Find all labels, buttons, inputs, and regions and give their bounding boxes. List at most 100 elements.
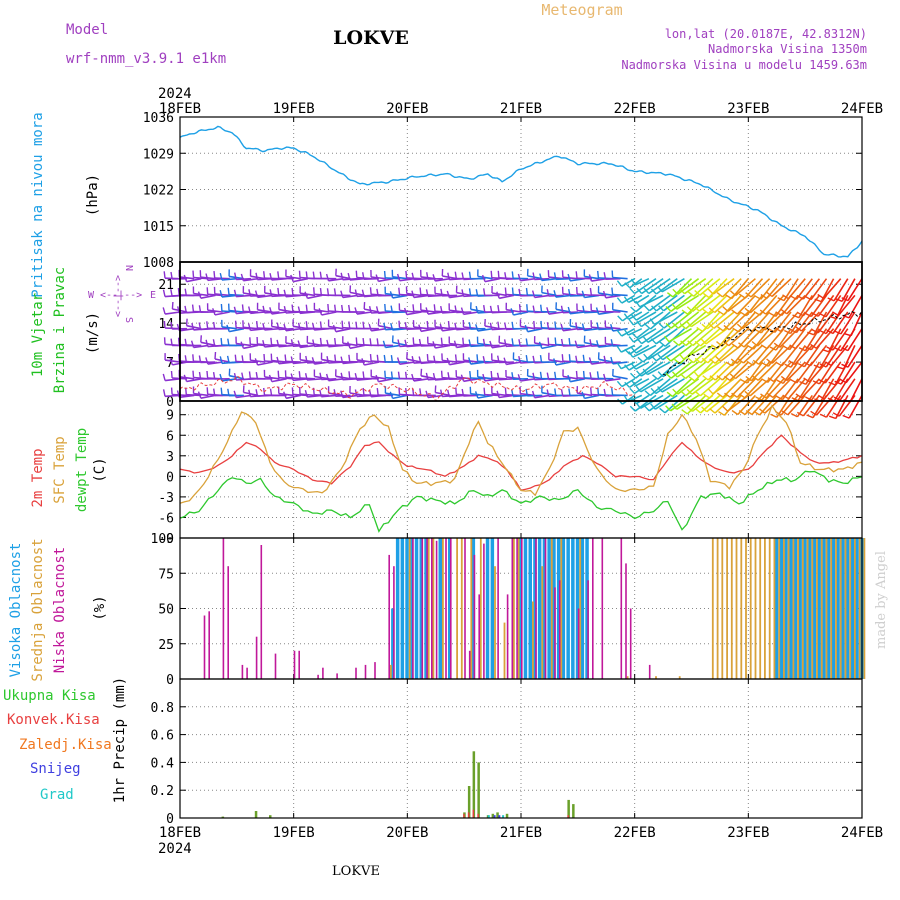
wind-barb bbox=[742, 344, 764, 364]
wind-barb bbox=[392, 311, 408, 314]
wind-barb-flag bbox=[589, 287, 592, 296]
wind-barb-flag bbox=[262, 340, 266, 348]
wind-barb-flag bbox=[304, 291, 309, 299]
mid-cloud-bar bbox=[773, 538, 776, 679]
wind-barb-flag bbox=[596, 371, 600, 379]
wind-barb-flag bbox=[603, 272, 607, 280]
wind-barb-flag bbox=[652, 374, 659, 380]
low-cloud-bar bbox=[208, 611, 210, 679]
footer-station: LOKVE bbox=[332, 864, 380, 879]
high-cloud-bar bbox=[542, 538, 547, 679]
model-name: wrf-nmm_v3.9.1 e1km bbox=[66, 51, 226, 67]
wind-barb bbox=[434, 326, 451, 330]
wind-barb-flag bbox=[312, 339, 315, 347]
wind-barb bbox=[570, 325, 586, 330]
wind-barb-flag bbox=[496, 291, 500, 299]
wind-barb bbox=[591, 277, 607, 282]
wind-barb-flag bbox=[305, 271, 308, 279]
wind-barb-flag bbox=[390, 322, 394, 331]
mid-cloud-bar bbox=[721, 538, 724, 679]
wind-barb-flag bbox=[708, 307, 716, 314]
wind-barb-flag bbox=[184, 305, 187, 313]
high-cloud-bar bbox=[845, 538, 850, 679]
wind-barb bbox=[243, 326, 259, 330]
low-cloud-bar bbox=[255, 636, 258, 679]
wind-barb bbox=[605, 277, 621, 280]
wind-barb bbox=[690, 311, 714, 328]
wind-barb bbox=[406, 358, 422, 363]
wind-barb bbox=[810, 278, 828, 301]
wind-barb-flag bbox=[454, 322, 457, 330]
wind-barb bbox=[694, 361, 714, 382]
wind-barb bbox=[640, 378, 664, 393]
high-cloud-bar bbox=[547, 538, 551, 679]
wind-barb-flag bbox=[340, 372, 344, 380]
wind-barb bbox=[577, 392, 593, 397]
wind-barb-flag bbox=[383, 322, 386, 330]
wind-barb bbox=[832, 328, 849, 351]
wind-barb bbox=[392, 276, 408, 280]
wind-barb bbox=[349, 291, 365, 297]
wind-barb-flag bbox=[597, 387, 600, 395]
wind-barb-flag bbox=[183, 374, 188, 382]
high-cloud-bar bbox=[410, 538, 414, 679]
wind-barb-flag bbox=[539, 371, 543, 379]
wind-barb-flag bbox=[526, 304, 528, 312]
wind-barb bbox=[278, 308, 294, 313]
wind-barb-flag bbox=[811, 312, 819, 317]
precip-legend-item: Grad bbox=[40, 787, 74, 803]
wind-barb bbox=[520, 325, 536, 330]
wind-barb-flag bbox=[610, 356, 614, 364]
low-cloud-bar bbox=[227, 566, 229, 679]
wind-barb bbox=[635, 311, 650, 321]
wind-barb bbox=[221, 326, 237, 330]
wind-barb bbox=[648, 278, 671, 295]
wind-barb bbox=[207, 309, 223, 313]
wind-barb-flag bbox=[637, 356, 644, 363]
wind-barb-flag bbox=[163, 271, 166, 279]
wind-barb-flag bbox=[687, 357, 694, 364]
mid-cloud-bar bbox=[849, 538, 852, 679]
high-cloud-bar bbox=[784, 538, 788, 679]
wind-barb bbox=[661, 378, 685, 393]
wind-barb-flag bbox=[368, 389, 372, 397]
year-label-top: 2024 bbox=[158, 86, 192, 102]
wind-barb-flag bbox=[269, 289, 273, 297]
wind-barb bbox=[714, 344, 735, 364]
wind-barb-flag bbox=[227, 338, 230, 346]
wind-barb-flag bbox=[631, 347, 637, 354]
mid-cloud-bar bbox=[503, 622, 506, 679]
wind-barb-flag bbox=[834, 380, 842, 385]
wind-barb bbox=[449, 342, 465, 347]
wind-barb-flag bbox=[185, 318, 188, 326]
wind-speed-line bbox=[662, 310, 863, 376]
wind-barb bbox=[621, 294, 636, 304]
wind-barb bbox=[264, 277, 280, 280]
x-tick-label-bottom: 24FEB bbox=[841, 825, 883, 841]
wind-barb-flag bbox=[651, 355, 657, 362]
wind-barb-flag bbox=[326, 288, 330, 296]
wind-barb-flag bbox=[481, 274, 486, 282]
mid-cloud-bar bbox=[844, 538, 847, 679]
wind-barb bbox=[364, 308, 380, 313]
wind-barb bbox=[513, 311, 529, 316]
wind-barb-flag bbox=[511, 372, 514, 380]
wind-barb-flag bbox=[788, 360, 796, 366]
wind-barb-flag bbox=[665, 322, 672, 329]
wind-barb bbox=[824, 361, 842, 384]
wind-barb-flag bbox=[693, 305, 700, 312]
wind-barb-flag bbox=[717, 310, 725, 316]
wind-barb-flag bbox=[277, 271, 280, 279]
wind-barb-flag bbox=[439, 323, 443, 331]
wind-barb bbox=[699, 328, 721, 347]
wind-barb bbox=[285, 327, 301, 332]
credit-text: made by Angel bbox=[874, 551, 889, 649]
wind-barb-flag bbox=[524, 324, 529, 332]
wind-barb-flag bbox=[334, 354, 337, 362]
wind-barb-flag bbox=[630, 306, 637, 313]
x-tick-label-bottom: 20FEB bbox=[386, 825, 428, 841]
wind-barb-flag bbox=[405, 270, 408, 278]
wind-barb-flag bbox=[277, 287, 280, 295]
wind-barb-flag bbox=[240, 341, 245, 349]
wind-barb-flag bbox=[468, 339, 472, 347]
